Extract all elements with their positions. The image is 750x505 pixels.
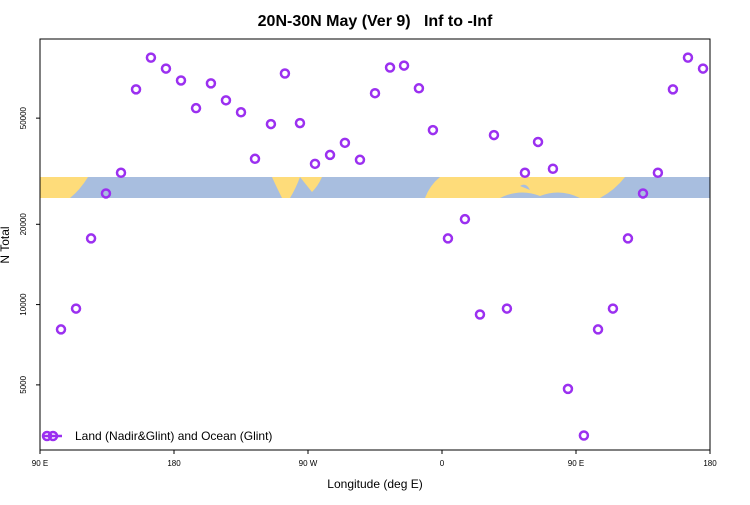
point <box>190 102 202 114</box>
x-tick-label: 90 E <box>32 459 48 468</box>
y-tick-label: 5000 <box>19 375 28 393</box>
point <box>413 83 425 94</box>
y-tick-label: 20000 <box>19 213 28 236</box>
point <box>160 63 172 74</box>
legend-marker <box>47 430 59 442</box>
x-tick-label: 0 <box>440 459 445 468</box>
point <box>85 233 97 244</box>
point <box>145 52 157 63</box>
point <box>354 154 366 166</box>
point <box>369 87 381 99</box>
point <box>100 188 112 199</box>
point <box>652 167 664 179</box>
y-axis-label: N Total <box>0 226 12 263</box>
point <box>309 158 321 170</box>
point <box>55 324 67 335</box>
point <box>519 167 531 179</box>
point <box>637 188 649 199</box>
point <box>682 52 694 63</box>
point <box>501 303 513 314</box>
y-tick-label: 50000 <box>19 106 28 129</box>
point <box>532 136 544 148</box>
point <box>175 75 187 86</box>
point <box>339 137 351 149</box>
point <box>622 233 634 244</box>
point <box>205 78 217 89</box>
point <box>488 129 500 141</box>
x-axis-label: Longitude (deg E) <box>327 477 422 491</box>
y-tick-label: 10000 <box>19 293 28 316</box>
x-tick-label: 90 W <box>299 459 318 468</box>
point <box>265 118 277 130</box>
point <box>398 60 410 71</box>
legend-label: Land (Nadir&Glint) and Ocean (Glint) <box>75 429 272 443</box>
point <box>279 68 291 79</box>
point <box>130 84 142 95</box>
point <box>562 383 574 395</box>
point <box>442 233 454 244</box>
point <box>384 62 396 73</box>
point <box>697 63 709 74</box>
chart-title: 20N-30N May (Ver 9) Inf to -Inf <box>258 13 493 30</box>
point <box>70 303 82 314</box>
point <box>249 153 261 165</box>
point <box>474 309 486 320</box>
point <box>324 149 336 161</box>
point <box>115 167 127 179</box>
legend-marker <box>41 430 53 442</box>
x-tick-label: 180 <box>167 459 181 468</box>
point <box>459 213 471 225</box>
x-tick-label: 180 <box>703 459 717 468</box>
x-tick-label: 90 E <box>568 459 584 468</box>
point <box>592 324 604 335</box>
map-strip <box>40 177 710 198</box>
point <box>547 163 559 175</box>
point <box>220 95 232 106</box>
point <box>427 124 439 136</box>
point <box>235 107 247 118</box>
point <box>294 117 306 129</box>
plot-frame <box>39 38 711 451</box>
point <box>607 303 619 314</box>
point <box>578 430 590 441</box>
point <box>667 84 679 95</box>
